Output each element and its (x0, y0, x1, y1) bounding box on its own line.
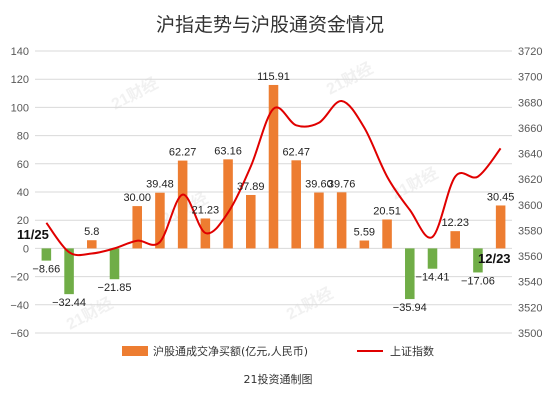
bar (109, 248, 120, 280)
bar-data-label: −32.44 (52, 297, 86, 309)
y-tick-label: 80 (17, 131, 29, 143)
bar (382, 219, 392, 249)
bar-data-label: 12.23 (441, 217, 469, 229)
bar (223, 159, 233, 249)
bar (314, 192, 324, 249)
y2-tick-label: 3700 (518, 72, 542, 84)
bar-data-label: 62.27 (169, 147, 197, 159)
bar-data-label: 62.47 (282, 146, 310, 158)
y-tick-label: 120 (11, 74, 29, 86)
y2-tick-label: 3500 (518, 328, 542, 340)
bar (155, 192, 165, 249)
watermark: 21财经 (283, 283, 336, 323)
y2-tick-label: 3720 (518, 46, 542, 58)
bar-data-label: 5.59 (354, 227, 375, 239)
start-date-label: 11/25 (17, 227, 49, 242)
watermark: 21财经 (388, 163, 441, 203)
bar-data-label: −35.94 (393, 302, 427, 314)
bar-data-label: −8.66 (32, 264, 60, 276)
y-axis-left: 140 120 100 80 60 40 20 0 −20 −40 −60 (10, 46, 29, 340)
bar-data-label: −14.41 (416, 272, 450, 284)
watermark: 21财经 (323, 58, 376, 98)
legend-bar-label: 沪股通成交净买额(亿元,人民币) (153, 344, 308, 358)
y2-tick-label: 3580 (518, 225, 542, 237)
y2-tick-label: 3520 (518, 302, 542, 314)
line-series (45, 100, 502, 257)
y2-tick-label: 3660 (518, 123, 542, 135)
y-tick-label: 60 (17, 159, 29, 171)
bar-data-label: 63.16 (214, 145, 242, 157)
bar (291, 160, 301, 249)
bar-data-label: 115.91 (257, 71, 290, 83)
legend-bar-swatch (122, 346, 148, 356)
y-tick-label: −40 (10, 300, 29, 312)
bar (495, 205, 506, 249)
bar (246, 194, 256, 249)
bar-data-label: 30.00 (123, 192, 151, 204)
legend: 沪股通成交净买额(亿元,人民币) 上证指数 (122, 344, 434, 358)
y2-tick-label: 3620 (518, 174, 542, 186)
bar (427, 248, 438, 269)
y-tick-label: 40 (17, 187, 29, 199)
bar-data-label: 5.8 (84, 226, 99, 238)
end-date-label: 12/23 (478, 251, 511, 266)
y2-tick-label: 3560 (518, 251, 542, 263)
y2-tick-label: 3540 (518, 277, 542, 289)
y-tick-label: −20 (10, 272, 29, 284)
y2-tick-label: 3640 (518, 149, 542, 161)
bar (336, 192, 347, 249)
bar (132, 206, 142, 249)
bar (87, 240, 97, 249)
bar (450, 231, 460, 249)
y-tick-label: 20 (17, 215, 29, 227)
bar-data-label: −21.85 (98, 282, 132, 294)
chart-title: 沪指走势与沪股通资金情况 (156, 14, 384, 36)
bar-data-label: 39.76 (328, 178, 356, 190)
bar (405, 248, 415, 300)
source-note: 21投资通制图 (244, 372, 313, 386)
index-line (45, 100, 502, 257)
bar-data-label: −17.06 (461, 275, 495, 287)
y-tick-label: 140 (11, 46, 29, 58)
bar-data-label: 39.60 (305, 179, 333, 191)
y-tick-label: 100 (11, 102, 29, 114)
y-tick-label: 0 (23, 243, 29, 255)
bar (177, 160, 188, 249)
y2-tick-label: 3600 (518, 200, 542, 212)
bar-data-label: 21.23 (192, 204, 220, 216)
bar-data-label: 30.45 (487, 191, 515, 203)
bar (359, 240, 370, 249)
legend-line-label: 上证指数 (390, 344, 434, 358)
bar-data-label: 39.48 (146, 179, 174, 191)
bar (41, 248, 52, 261)
y2-tick-label: 3680 (518, 97, 542, 109)
bar (268, 84, 279, 249)
bar-data-label: 20.51 (373, 205, 401, 217)
bar (473, 248, 483, 273)
bar-data-label: 37.89 (237, 181, 265, 193)
y-axis-right: 3720 3700 3680 3660 3640 3620 3600 3580 3560 3540… (518, 46, 542, 340)
bar (64, 248, 74, 295)
bar-series (41, 84, 506, 300)
y-tick-label: −60 (10, 328, 29, 340)
